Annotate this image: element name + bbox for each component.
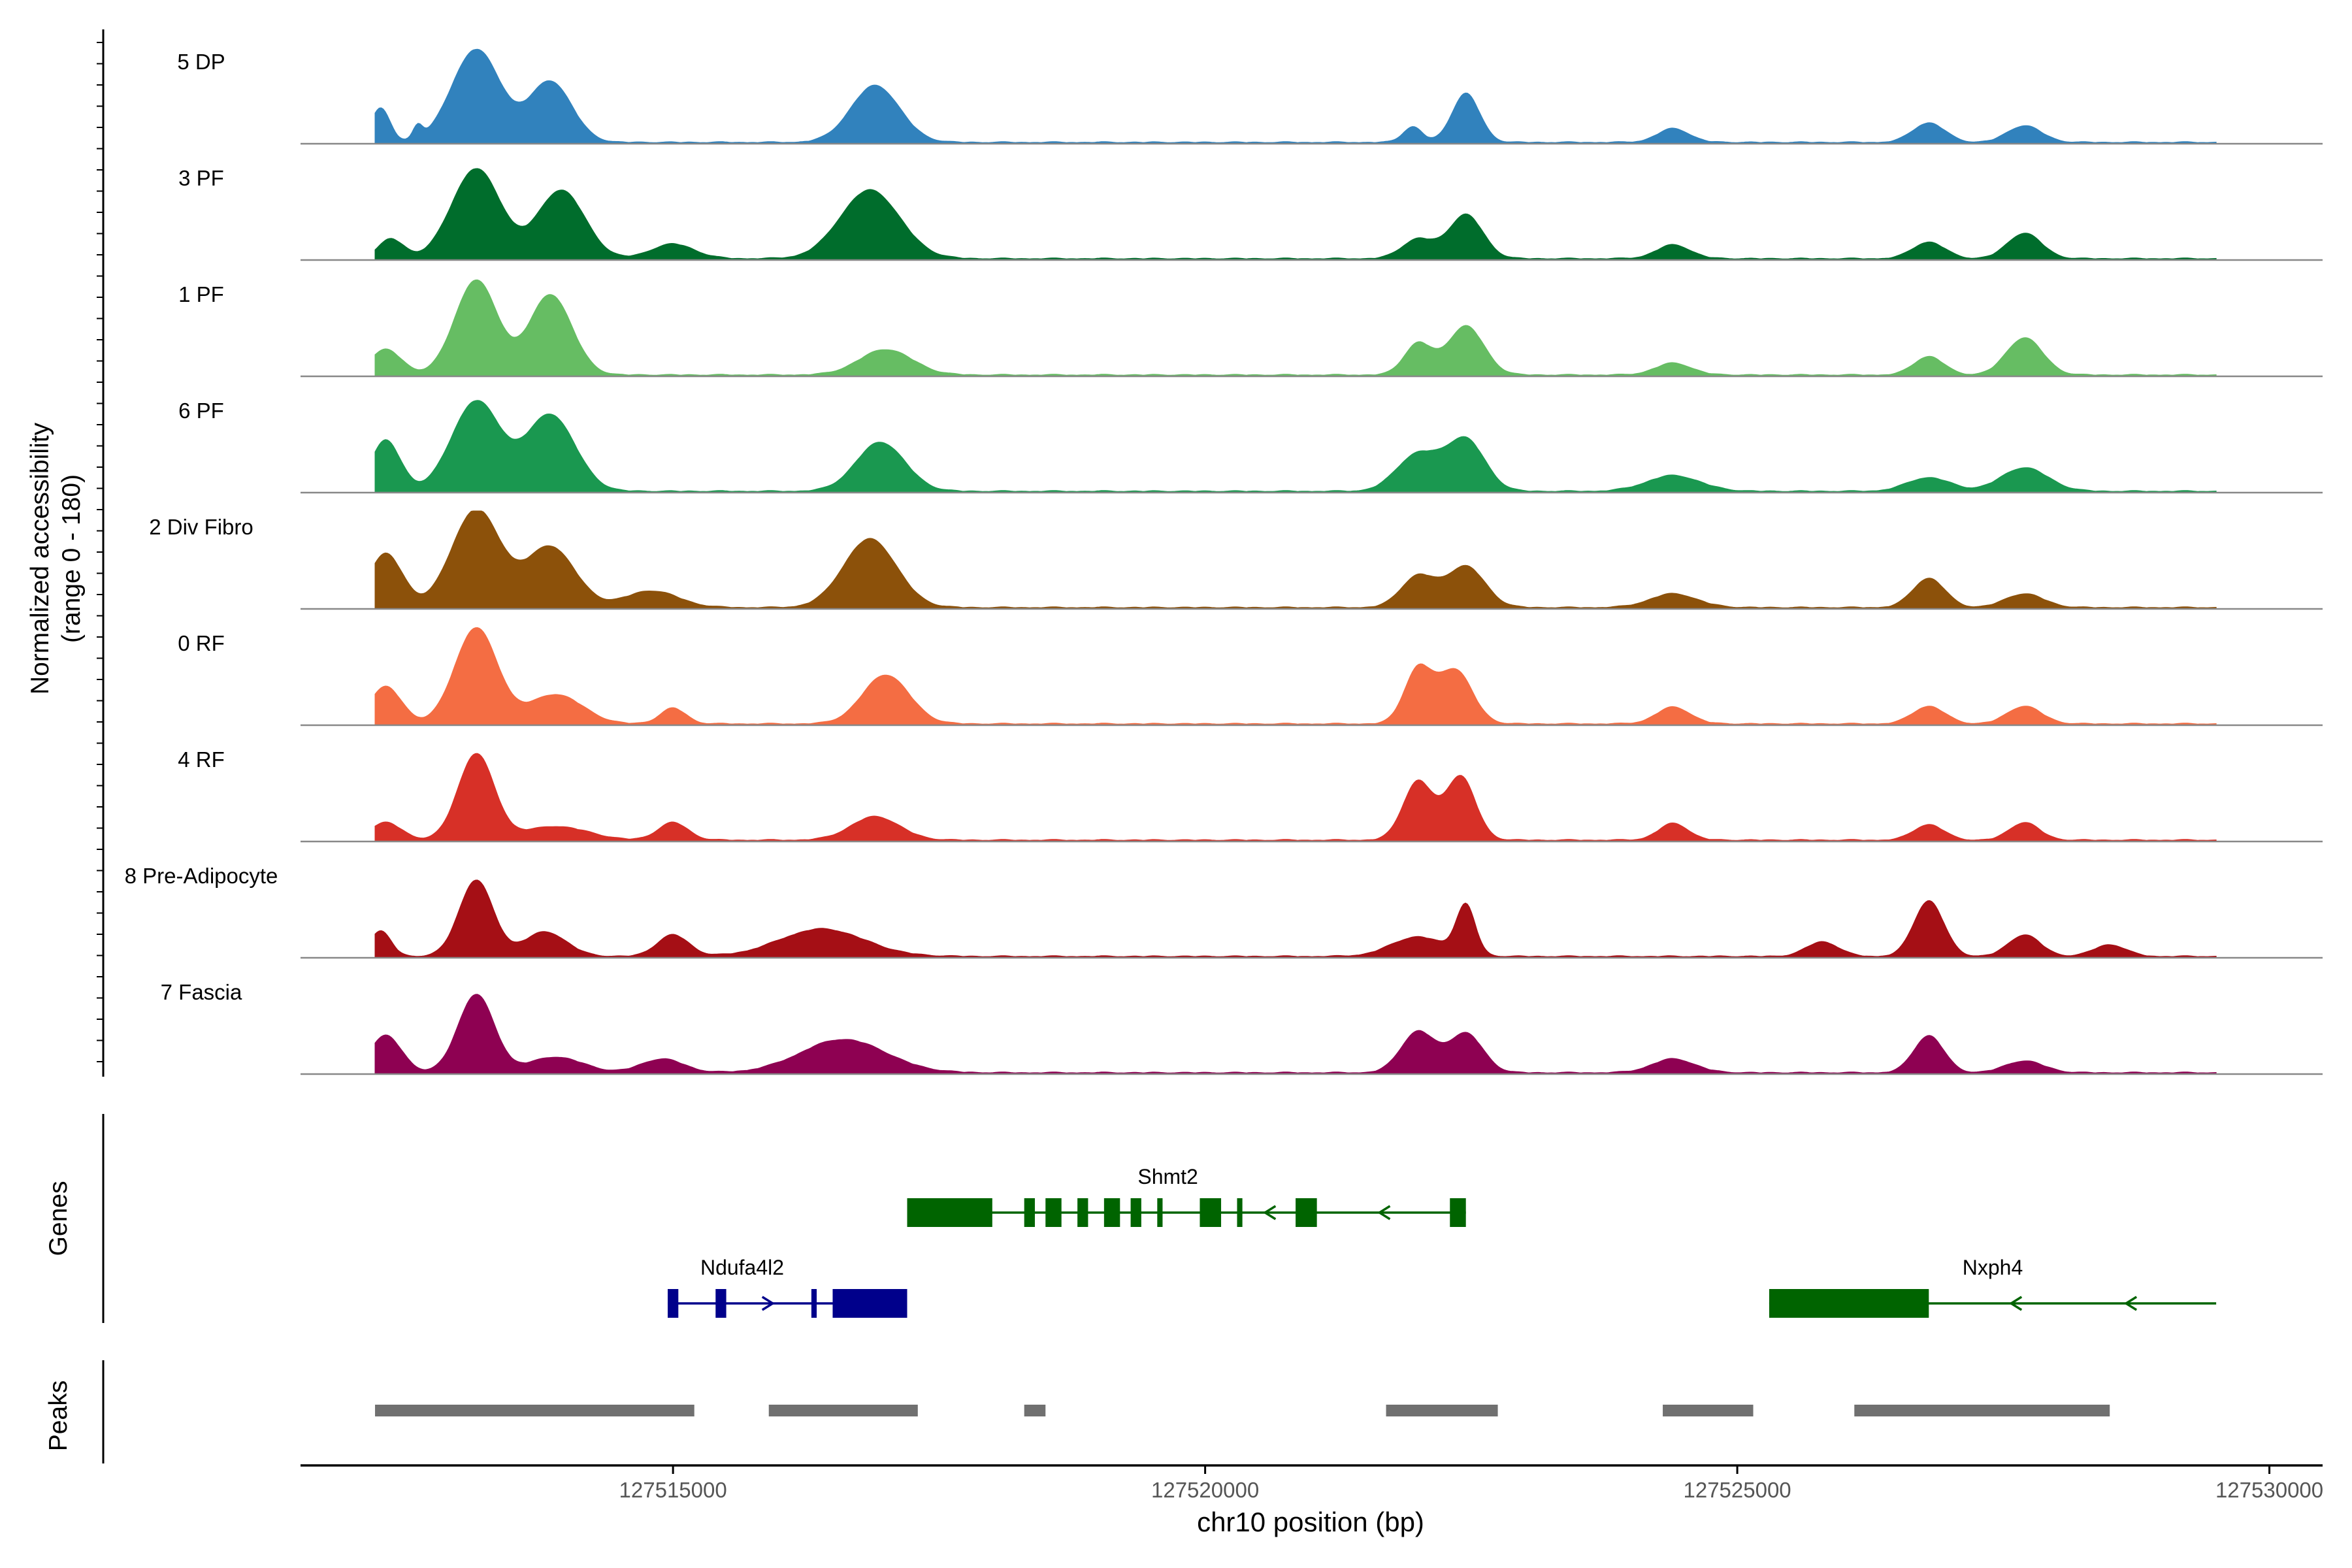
gene-exon — [715, 1289, 727, 1318]
peaks-panel-label: Peaks — [44, 1380, 73, 1451]
coverage-track: 0 RF — [178, 627, 2323, 727]
coverage-area — [374, 627, 2217, 726]
track-label: 3 PF — [178, 166, 224, 190]
coverage-area — [374, 753, 2217, 842]
coverage-area — [374, 510, 2217, 610]
track-label: 6 PF — [178, 399, 224, 423]
coverage-area — [374, 400, 2217, 493]
gene-exon — [1077, 1198, 1088, 1227]
gene-model: Shmt2 — [907, 1165, 1466, 1227]
x-axis-label: chr10 position (bp) — [1197, 1507, 1424, 1537]
coverage-track: 2 Div Fibro — [149, 510, 2323, 610]
x-tick-label: 127525000 — [1683, 1478, 1791, 1502]
gene-track: Shmt2 Ndufa4l2 Nxph4 — [102, 1114, 2217, 1323]
gene-exon — [907, 1198, 992, 1227]
track-label: 4 RF — [178, 747, 225, 772]
gene-label: Shmt2 — [1137, 1165, 1198, 1188]
genes-panel-label: Genes — [44, 1181, 73, 1256]
strand-arrow — [1263, 1205, 1277, 1220]
gene-exon — [1024, 1198, 1035, 1227]
y-axis-label-line1: Normalized accessibility — [26, 422, 54, 694]
coverage-track: 7 Fascia — [161, 980, 2323, 1075]
axes: Normalized accessibility (range 0 - 180)… — [26, 422, 2323, 1537]
y-axis-label-line2: (range 0 - 180) — [57, 474, 86, 643]
track-label: 0 RF — [178, 631, 225, 655]
strand-arrow — [761, 1296, 776, 1311]
coverage-tracks: 5 DP 3 PF 1 PF 6 PF 2 Div Fibro 0 RF 4 RF 8 Pre… — [97, 29, 2323, 1077]
gene-exon — [811, 1289, 817, 1318]
x-tick-label: 127515000 — [619, 1478, 727, 1502]
coverage-area — [374, 879, 2217, 958]
x-tick-label: 127520000 — [1151, 1478, 1259, 1502]
peak-region — [1854, 1405, 2110, 1416]
gene-exon — [1157, 1198, 1163, 1227]
strand-arrow — [1377, 1205, 1391, 1220]
coverage-track: 5 DP — [177, 48, 2323, 145]
coverage-track: 4 RF — [178, 747, 2323, 843]
coverage-track: 6 PF — [178, 399, 2323, 494]
gene-exon — [1200, 1198, 1222, 1227]
coverage-track: 1 PF — [178, 279, 2323, 378]
peak-region — [1024, 1405, 1046, 1416]
gene-exon — [1769, 1289, 1929, 1318]
gene-exon — [1045, 1198, 1062, 1227]
peak-region — [375, 1405, 694, 1416]
coverage-area — [374, 279, 2217, 377]
track-label: 8 Pre-Adipocyte — [125, 864, 278, 888]
gene-model: Nxph4 — [1769, 1256, 2217, 1318]
track-label: 7 Fascia — [161, 980, 242, 1004]
coverage-area — [374, 994, 2217, 1075]
peak-region — [1663, 1405, 1754, 1416]
peak-region — [1386, 1405, 1498, 1416]
gene-exon — [1130, 1198, 1141, 1227]
coverage-track: 8 Pre-Adipocyte — [125, 864, 2323, 959]
track-label: 1 PF — [178, 282, 224, 306]
gene-exon — [667, 1289, 679, 1318]
gene-model: Ndufa4l2 — [667, 1256, 907, 1318]
gene-exon — [1296, 1198, 1317, 1227]
strand-arrow — [2123, 1296, 2138, 1311]
coverage-track: 3 PF — [178, 166, 2323, 261]
x-tick-label: 127530000 — [2215, 1478, 2323, 1502]
track-label: 2 Div Fibro — [149, 515, 253, 539]
peak-region — [768, 1405, 918, 1416]
gene-exon — [832, 1289, 907, 1318]
gene-label: Ndufa4l2 — [700, 1256, 784, 1279]
gene-exon — [1237, 1198, 1243, 1227]
track-label: 5 DP — [177, 50, 225, 74]
gene-exon — [1450, 1198, 1466, 1227]
strand-arrow — [2008, 1296, 2023, 1311]
peak-track — [102, 1360, 2110, 1463]
coverage-area — [374, 48, 2217, 144]
coverage-area — [374, 168, 2217, 261]
gene-label: Nxph4 — [1963, 1256, 2023, 1279]
gene-exon — [1103, 1198, 1120, 1227]
